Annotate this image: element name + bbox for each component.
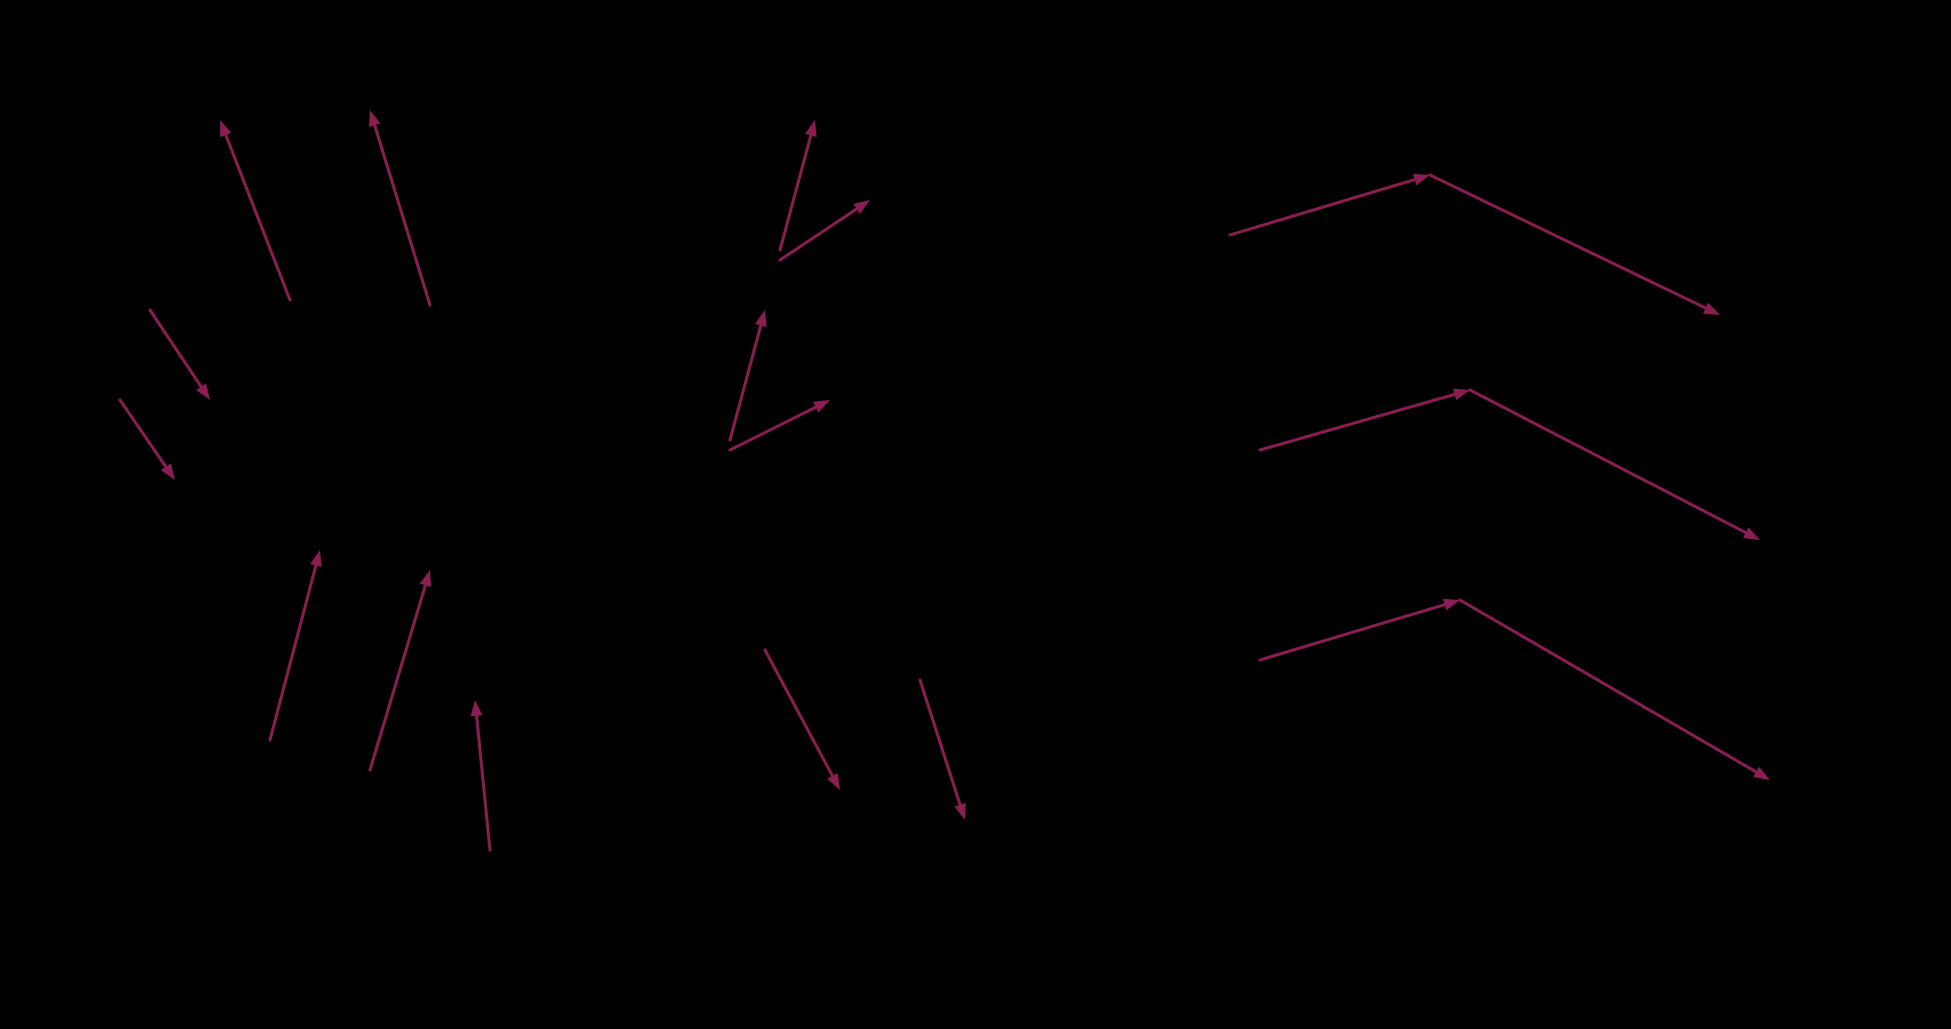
arrow	[1230, 174, 1430, 235]
arrow	[780, 120, 817, 250]
arrow	[120, 400, 175, 480]
arrow	[730, 310, 767, 440]
arrow	[1260, 599, 1460, 660]
arrow	[1430, 175, 1720, 315]
arrow	[150, 310, 210, 400]
arrow	[1470, 390, 1760, 540]
arrow	[1460, 600, 1770, 780]
arrow	[370, 570, 431, 770]
arrow	[1260, 389, 1470, 450]
arrow	[920, 680, 966, 820]
arrow	[730, 400, 830, 450]
arrow	[780, 200, 870, 260]
arrow-diagram	[0, 0, 1951, 1029]
arrow	[270, 550, 322, 740]
arrow	[471, 700, 490, 850]
arrow	[369, 110, 430, 305]
arrow	[220, 120, 290, 300]
arrow	[765, 650, 840, 790]
